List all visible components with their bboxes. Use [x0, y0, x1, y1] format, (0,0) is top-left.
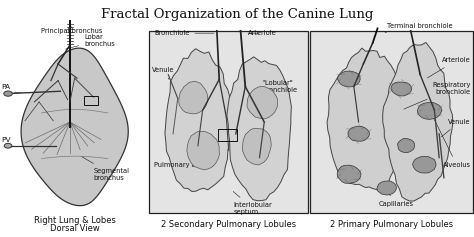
- Polygon shape: [348, 126, 370, 141]
- Ellipse shape: [4, 91, 12, 96]
- Polygon shape: [377, 181, 396, 195]
- Text: Arteriole: Arteriole: [248, 30, 276, 36]
- Bar: [310, 31, 473, 213]
- Polygon shape: [227, 57, 292, 201]
- Text: Respiratory
bronchiole: Respiratory bronchiole: [404, 82, 471, 109]
- Polygon shape: [413, 156, 436, 173]
- Text: Alveolus: Alveolus: [431, 113, 471, 168]
- Text: "Lobular"
bronchiole: "Lobular" bronchiole: [262, 80, 297, 101]
- Text: PA: PA: [1, 84, 10, 90]
- Text: Segmental
bronchus: Segmental bronchus: [82, 157, 129, 181]
- Polygon shape: [391, 82, 412, 96]
- Text: Principal bronchus: Principal bronchus: [41, 26, 103, 34]
- Text: Lobar
bronchus: Lobar bronchus: [65, 34, 115, 49]
- Polygon shape: [187, 131, 219, 170]
- Text: Dorsal View: Dorsal View: [50, 224, 100, 233]
- Polygon shape: [337, 165, 361, 183]
- Polygon shape: [21, 48, 128, 206]
- Text: Pulmonary acinus: Pulmonary acinus: [154, 157, 213, 168]
- Bar: [84, 96, 98, 105]
- Polygon shape: [242, 128, 271, 165]
- Text: Terminal bronchiole: Terminal bronchiole: [385, 23, 453, 33]
- Polygon shape: [383, 42, 453, 201]
- Polygon shape: [398, 138, 415, 153]
- Polygon shape: [418, 102, 442, 119]
- Ellipse shape: [4, 143, 12, 148]
- Bar: [149, 31, 308, 213]
- Text: Venule: Venule: [152, 67, 174, 79]
- Text: Fractal Organization of the Canine Lung: Fractal Organization of the Canine Lung: [101, 8, 373, 21]
- Text: PV: PV: [1, 137, 11, 143]
- Text: Interlobular
septum: Interlobular septum: [233, 191, 272, 215]
- Text: Bronchiole: Bronchiole: [154, 30, 214, 36]
- Polygon shape: [247, 86, 278, 119]
- Polygon shape: [165, 49, 232, 191]
- Text: Venule: Venule: [441, 119, 471, 137]
- Polygon shape: [327, 48, 403, 191]
- Text: 2 Primary Pulmonary Lobules: 2 Primary Pulmonary Lobules: [330, 220, 453, 229]
- Text: Capillaries: Capillaries: [379, 187, 414, 207]
- Polygon shape: [179, 81, 208, 114]
- Text: Right Lung & Lobes: Right Lung & Lobes: [34, 216, 116, 225]
- Text: 2 Secondary Pulmonary Lobules: 2 Secondary Pulmonary Lobules: [161, 220, 296, 229]
- Polygon shape: [337, 71, 360, 87]
- Bar: [218, 129, 237, 141]
- Text: Arteriole: Arteriole: [428, 57, 471, 78]
